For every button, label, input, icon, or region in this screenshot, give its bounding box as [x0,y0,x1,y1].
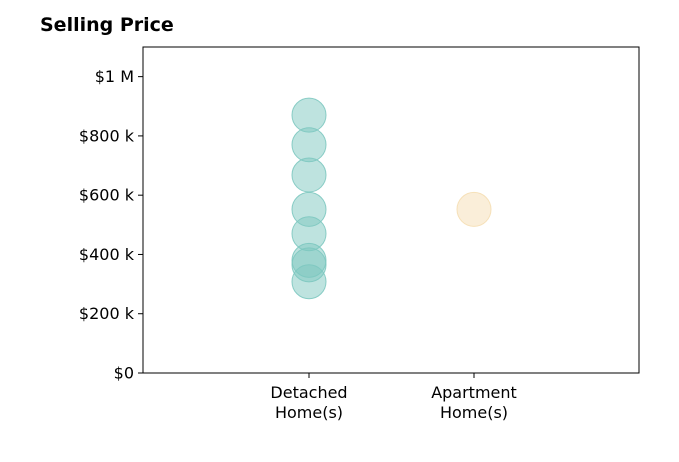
x-tick-label: Apartment Home(s) [431,383,517,422]
data-point [291,157,327,193]
y-tick-label: $0 [114,364,134,383]
data-point [291,127,327,163]
y-tick-label: $1 M [95,67,134,86]
data-point [291,264,327,300]
point-layer [291,97,492,300]
y-tick-label: $200 k [79,304,135,323]
plot-frame [142,46,640,374]
data-point [456,191,492,227]
y-axis: $0 $200 k $400 k $600 k $800 k $1 M [79,67,143,383]
x-tick-label: Detached Home(s) [270,383,347,422]
data-point [291,97,327,133]
y-tick-label: $400 k [79,245,135,264]
x-axis: Detached Home(s) Apartment Home(s) [270,373,517,422]
y-tick-label: $600 k [79,186,135,205]
y-tick-label: $800 k [79,126,135,145]
chart-title: Selling Price [40,14,174,36]
